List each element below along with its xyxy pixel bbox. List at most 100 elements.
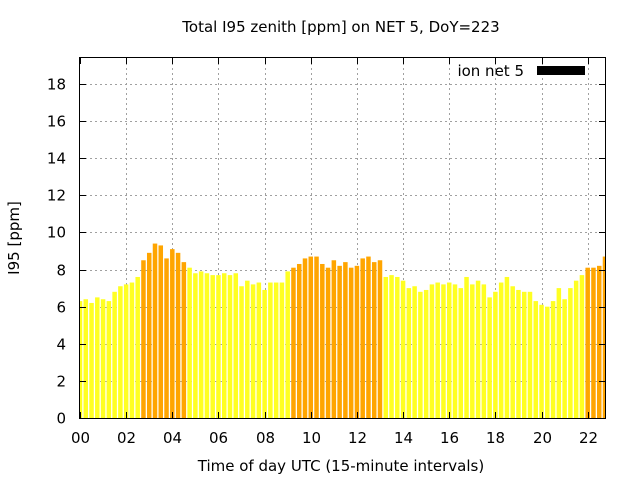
bar: [412, 286, 417, 418]
bar: [256, 282, 262, 418]
bar: [227, 275, 233, 418]
bar: [152, 243, 158, 418]
bar: [106, 301, 112, 418]
y-tick-label: 14: [47, 150, 66, 168]
bar: [135, 276, 140, 418]
bar: [487, 297, 492, 418]
bar: [187, 267, 192, 418]
x-tick-label: 04: [163, 429, 182, 447]
bar: [314, 256, 319, 418]
bar: [539, 304, 544, 418]
bar: [239, 286, 244, 418]
x-tick-label: 10: [302, 429, 321, 447]
bar: [118, 286, 123, 418]
bar: [475, 280, 481, 418]
bar: [533, 301, 539, 418]
bar: [129, 282, 135, 418]
y-tick-label: 6: [56, 299, 66, 317]
bar: [568, 288, 573, 418]
bar: [493, 291, 498, 418]
bar: [320, 263, 325, 418]
x-axis-label: Time of day UTC (15-minute intervals): [197, 457, 484, 475]
bar: [389, 275, 394, 418]
bar: [221, 273, 227, 418]
bar: [573, 280, 579, 418]
plot-frame: [79, 57, 606, 419]
bar: [204, 273, 210, 418]
legend-swatch: [537, 66, 585, 75]
bar: [521, 291, 527, 418]
bar: [585, 267, 590, 418]
bar: [458, 288, 464, 418]
bar: [95, 297, 100, 418]
bar: [210, 275, 215, 418]
bar: [400, 280, 406, 418]
bar: [395, 276, 400, 418]
bar: [193, 273, 198, 418]
x-tick-label: 08: [256, 429, 275, 447]
bar: [579, 275, 585, 418]
bar: [596, 265, 602, 418]
bar: [285, 271, 290, 418]
bar: [406, 288, 412, 418]
bar: [377, 260, 383, 418]
bar: [100, 299, 106, 418]
bar: [268, 282, 273, 418]
bar: [245, 280, 250, 418]
bar: [291, 267, 296, 418]
bar: [123, 284, 129, 418]
bar-series: [80, 243, 605, 418]
bar: [279, 282, 285, 418]
bar: [296, 263, 302, 418]
bar: [337, 265, 342, 418]
x-tick-label: 02: [117, 429, 136, 447]
legend: ion net 5: [457, 62, 585, 80]
bar: [158, 245, 164, 418]
bar: [446, 282, 452, 418]
chart-title: Total I95 zenith [ppm] on NET 5, DoY=223: [181, 18, 499, 36]
bar: [550, 301, 556, 418]
bar: [250, 284, 256, 418]
legend-label: ion net 5: [457, 62, 524, 80]
bar: [527, 291, 533, 418]
x-tick-label: 18: [486, 429, 505, 447]
bar: [360, 258, 365, 418]
bar: [464, 276, 469, 418]
bar: [175, 252, 181, 418]
bar: [80, 301, 83, 418]
bar: [510, 286, 515, 418]
x-tick-label: 16: [440, 429, 459, 447]
bar: [146, 252, 152, 418]
bar: [435, 282, 440, 418]
bar: [89, 302, 94, 418]
bar: [481, 284, 487, 418]
y-tick-label: 16: [47, 113, 66, 131]
bar: [181, 262, 187, 418]
y-tick-label: 10: [47, 224, 66, 242]
bar: [441, 284, 446, 418]
bar: [383, 276, 389, 418]
bar: [545, 306, 550, 418]
y-tick-label: 8: [56, 262, 66, 280]
y-tick-label: 12: [47, 187, 66, 205]
y-tick-label: 4: [56, 336, 66, 354]
x-tick-label: 12: [348, 429, 367, 447]
bar: [470, 284, 475, 418]
x-tick-label: 22: [579, 429, 598, 447]
bar: [325, 267, 331, 418]
bar: [164, 258, 169, 418]
bar: [418, 291, 423, 418]
y-tick-label: 2: [56, 373, 66, 391]
y-axis-label: I95 [ppm]: [5, 201, 23, 275]
bar: [591, 267, 596, 418]
x-tick-label: 14: [394, 429, 413, 447]
bar: [423, 289, 429, 418]
bar: [302, 258, 308, 418]
bar: [83, 299, 89, 418]
bar: [216, 275, 221, 418]
bar: [141, 260, 146, 418]
bar: [498, 282, 504, 418]
bar: [504, 276, 510, 418]
